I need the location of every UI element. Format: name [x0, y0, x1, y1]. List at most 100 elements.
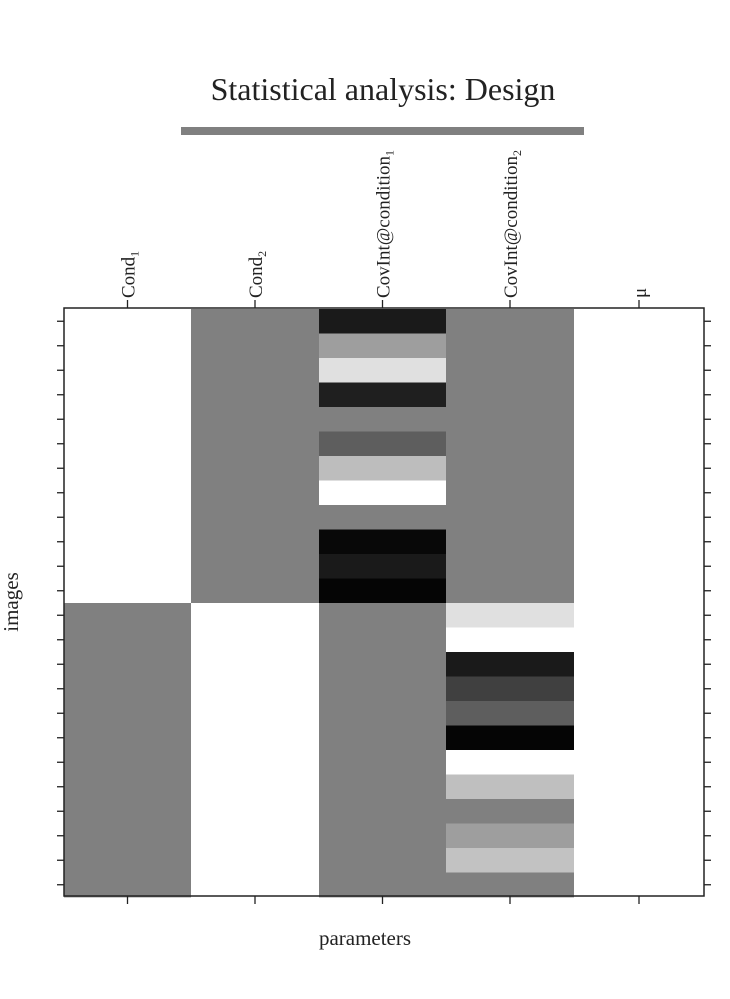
matrix-cell: [319, 407, 446, 432]
matrix-cell: [64, 725, 191, 751]
matrix-cell: [64, 480, 191, 506]
matrix-cell: [446, 309, 574, 334]
matrix-cell: [191, 529, 319, 555]
matrix-cell: [574, 701, 704, 726]
y-axis-label: images: [0, 572, 23, 631]
matrix-cell: [64, 676, 191, 702]
matrix-cell: [64, 627, 191, 653]
matrix-cell: [319, 578, 446, 604]
matrix-cell: [574, 456, 704, 481]
matrix-cell: [319, 456, 446, 481]
matrix-cell: [446, 358, 574, 383]
matrix-cell: [319, 652, 446, 677]
matrix-cell: [446, 676, 574, 702]
matrix-cell: [64, 823, 191, 849]
matrix-cell: [446, 725, 574, 751]
matrix-cell: [64, 529, 191, 555]
matrix-cell: [319, 529, 446, 555]
matrix-cell: [191, 725, 319, 751]
matrix-cell: [446, 848, 574, 873]
matrix-cell: [574, 872, 704, 898]
matrix-cell: [64, 382, 191, 408]
matrix-cell: [191, 750, 319, 775]
matrix-cell: [191, 848, 319, 873]
matrix-cell: [191, 627, 319, 653]
matrix-cell: [319, 358, 446, 383]
column-label: μ: [630, 288, 651, 298]
matrix-cell: [319, 554, 446, 579]
matrix-cell: [191, 480, 319, 506]
matrix-cell: [64, 848, 191, 873]
matrix-cell: [574, 480, 704, 506]
matrix-cell: [446, 456, 574, 481]
matrix-cell: [446, 799, 574, 824]
matrix-cell: [64, 799, 191, 824]
matrix-cell: [574, 309, 704, 334]
matrix-cell: [319, 774, 446, 800]
matrix-cell: [446, 407, 574, 432]
column-label: Cond1: [119, 251, 142, 298]
matrix-cell: [446, 701, 574, 726]
matrix-cell: [191, 456, 319, 481]
matrix-cell: [446, 652, 574, 677]
matrix-cell: [191, 505, 319, 530]
matrix-cell: [319, 848, 446, 873]
matrix-cell: [64, 407, 191, 432]
matrix-cell: [446, 578, 574, 604]
plot-frame: [63, 307, 705, 897]
matrix-cell: [64, 774, 191, 800]
matrix-cell: [446, 823, 574, 849]
matrix-cell: [64, 578, 191, 604]
matrix-cell: [574, 407, 704, 432]
matrix-cell: [446, 480, 574, 506]
matrix-cell: [319, 431, 446, 457]
matrix-cell: [446, 750, 574, 775]
axis-ticks: [57, 300, 711, 904]
matrix-cell: [319, 333, 446, 359]
matrix-cell: [64, 603, 191, 628]
matrix-cell: [574, 725, 704, 751]
matrix-cell: [574, 333, 704, 359]
matrix-cell: [446, 554, 574, 579]
matrix-cell: [191, 382, 319, 408]
matrix-cell: [191, 676, 319, 702]
column-label: CovInt@condition1: [374, 150, 397, 298]
matrix-cell: [64, 750, 191, 775]
matrix-cell: [191, 603, 319, 628]
matrix-cell: [319, 309, 446, 334]
matrix-cell: [574, 799, 704, 824]
matrix-cell: [574, 848, 704, 873]
matrix-cell: [446, 627, 574, 653]
matrix-cell: [319, 799, 446, 824]
matrix-cell: [319, 382, 446, 408]
design-matrix-cells: [64, 309, 704, 898]
matrix-cell: [64, 554, 191, 579]
matrix-cell: [319, 725, 446, 751]
matrix-cell: [191, 431, 319, 457]
matrix-cell: [574, 578, 704, 604]
matrix-cell: [319, 627, 446, 653]
matrix-cell: [191, 358, 319, 383]
column-label: CovInt@condition2: [501, 150, 524, 298]
matrix-cell: [446, 529, 574, 555]
matrix-cell: [191, 652, 319, 677]
matrix-cell: [191, 872, 319, 898]
chart-title: Statistical analysis: Design: [211, 71, 556, 107]
matrix-cell: [446, 505, 574, 530]
matrix-cell: [64, 456, 191, 481]
matrix-cell: [191, 554, 319, 579]
matrix-cell: [574, 750, 704, 775]
matrix-cell: [446, 774, 574, 800]
matrix-cell: [574, 505, 704, 530]
matrix-cell: [574, 676, 704, 702]
matrix-cell: [319, 701, 446, 726]
column-label: Cond2: [246, 251, 269, 298]
matrix-cell: [446, 382, 574, 408]
matrix-cell: [319, 750, 446, 775]
matrix-cell: [574, 603, 704, 628]
matrix-cell: [446, 603, 574, 628]
matrix-cell: [64, 309, 191, 334]
matrix-cell: [191, 309, 319, 334]
matrix-cell: [64, 358, 191, 383]
title-underline-bar: [181, 127, 584, 135]
